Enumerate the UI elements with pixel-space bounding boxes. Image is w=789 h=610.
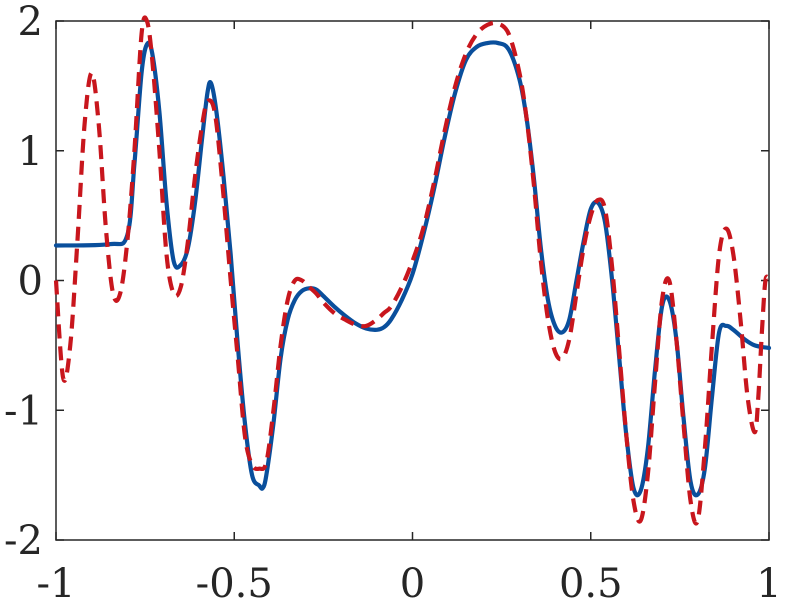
x-tick-label: 0.5: [559, 561, 623, 607]
y-tick-label: 0: [18, 259, 43, 305]
y-axis-tick-labels: -2 -1 0 1 2: [4, 0, 43, 564]
y-tick-label: -2: [4, 518, 43, 564]
series-layer: [53, 15, 772, 526]
axis-ticks: [55, 20, 770, 541]
x-tick-label: -1: [37, 561, 76, 607]
y-tick-label: 2: [18, 0, 43, 45]
y-tick-label: -1: [4, 388, 43, 434]
x-tick-label: -0.5: [196, 561, 273, 607]
x-axis-tick-labels: -1 -0.5 0 0.5 1: [37, 561, 782, 607]
solid-series-line: [53, 40, 772, 498]
y-tick-label: 1: [18, 129, 43, 175]
dashed-series-line: [53, 15, 772, 526]
plot-area-frame: [55, 20, 770, 541]
x-tick-label: 0: [400, 561, 425, 607]
x-tick-label: 1: [756, 561, 781, 607]
